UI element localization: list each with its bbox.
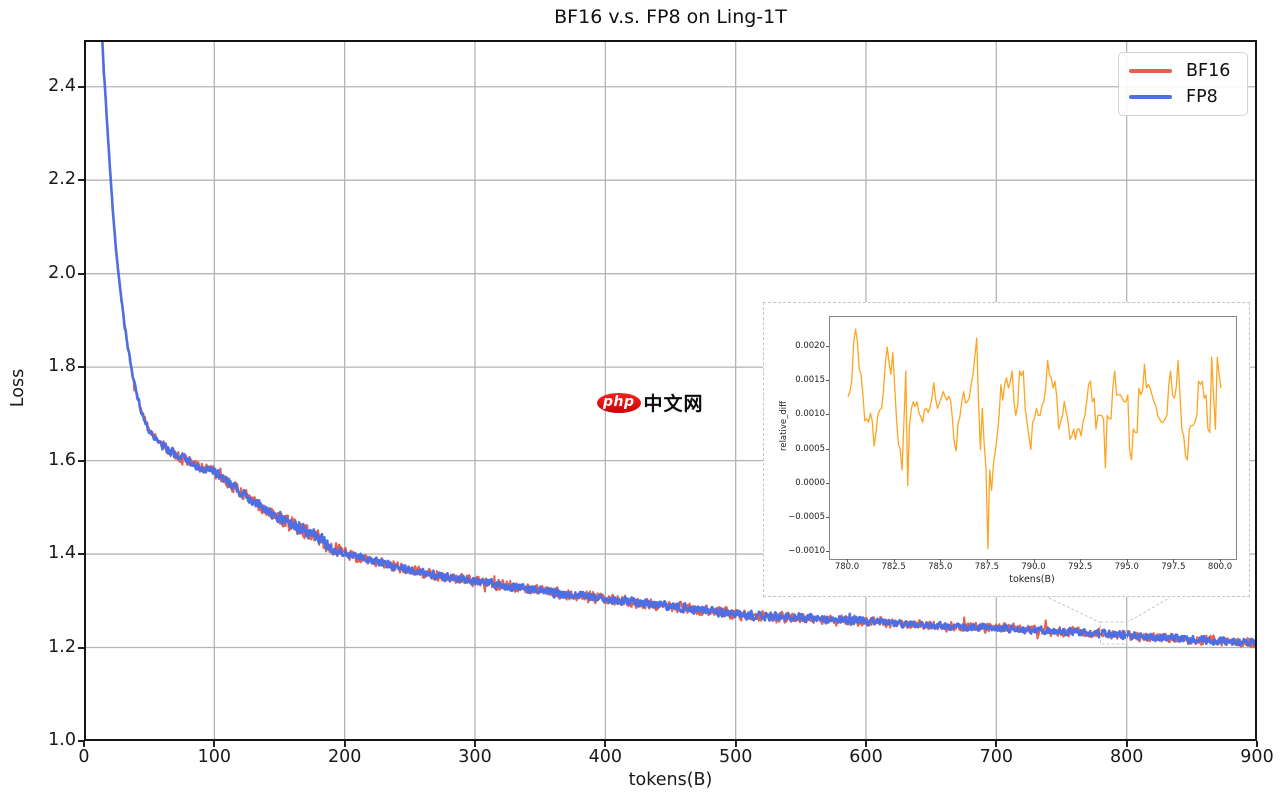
y-tick-mark: [78, 740, 84, 742]
x-tick-label: 600: [849, 747, 883, 767]
x-tick-mark: [995, 741, 998, 747]
inset-x-tick-mark: [986, 559, 988, 562]
inset-x-tick-mark: [1080, 559, 1082, 562]
inset-y-tick-mark: [826, 482, 829, 484]
y-tick-mark: [78, 85, 84, 88]
y-axis-label: Loss: [8, 368, 28, 408]
y-tick-label: 2.0: [48, 262, 76, 283]
y-tick-mark: [78, 646, 84, 649]
watermark-text: 中文网: [643, 393, 704, 415]
x-tick-mark: [83, 741, 85, 747]
inset-x-tick-mark: [847, 559, 848, 562]
inset-y-tick-label: −0.0005: [788, 511, 825, 522]
x-tick-label: 0: [78, 747, 90, 767]
y-tick-label: 1.8: [48, 356, 76, 377]
x-tick-label: 700: [979, 747, 1014, 767]
chart-title: BF16 v.s. FP8 on Ling-1T: [554, 6, 787, 28]
y-tick-label: 1.0: [48, 730, 76, 750]
x-tick-mark: [474, 741, 476, 747]
x-tick-mark: [343, 741, 346, 747]
inset-x-tick-mark: [1220, 559, 1221, 562]
y-tick-label: 1.6: [48, 449, 76, 470]
x-tick-label: 400: [588, 747, 623, 767]
inset-y-tick-label: 0.0020: [795, 341, 825, 352]
x-tick-mark: [1256, 741, 1258, 747]
x-tick-mark: [604, 741, 607, 747]
inset-x-tick-label: 787.5: [974, 562, 1000, 572]
inset-x-tick-mark: [1126, 559, 1128, 562]
inset-x-tick-label: 790.0: [1021, 562, 1046, 572]
x-tick-label: 100: [197, 747, 232, 767]
inset-x-tick-label: 800.0: [1207, 562, 1233, 572]
y-tick-label: 2.2: [48, 169, 76, 190]
inset-x-tick-label: 782.5: [881, 562, 906, 572]
fp8-loss-line: [101, 40, 1257, 647]
inset-plot: [829, 316, 1237, 560]
x-tick-mark: [213, 741, 216, 747]
legend: BF16 FP8: [1118, 52, 1248, 116]
inset-y-tick-mark: [826, 448, 829, 450]
inset-x-tick-label: 797.5: [1161, 562, 1186, 572]
inset-x-tick-mark: [1033, 559, 1035, 562]
y-tick-mark: [78, 553, 84, 556]
inset-y-tick-mark: [826, 414, 829, 416]
relative-diff-line: [847, 328, 1222, 550]
x-tick-mark: [865, 741, 867, 747]
inset-y-tick-label: 0.0010: [795, 409, 825, 420]
inset-y-tick-mark: [826, 516, 829, 518]
y-tick-mark: [78, 179, 84, 182]
fp8-line-swatch: [1129, 95, 1172, 99]
inset-y-tick-label: 0.0000: [795, 477, 825, 488]
inset-y-axis-label: relative_diff: [779, 401, 789, 451]
inset-x-tick-mark: [940, 559, 942, 562]
legend-item-bf16: BF16: [1129, 58, 1237, 84]
x-tick-mark: [734, 741, 737, 747]
y-tick-label: 2.4: [48, 75, 76, 96]
inset-x-tick-mark: [893, 559, 895, 562]
php-logo-badge: php: [597, 392, 641, 413]
loss-curves: [101, 40, 1257, 649]
inset-y-tick-label: −0.0010: [788, 546, 825, 557]
inset-y-tick-mark: [826, 380, 829, 382]
inset-y-tick-label: 0.0005: [795, 443, 825, 454]
y-tick-label: 1.2: [48, 636, 76, 657]
legend-label-fp8: FP8: [1186, 87, 1218, 107]
inset-y-tick-mark: [826, 346, 829, 348]
y-tick-mark: [78, 366, 84, 369]
x-axis-label: tokens(B): [628, 770, 713, 790]
y-tick-label: 1.4: [48, 543, 76, 564]
x-tick-label: 800: [1109, 747, 1144, 767]
x-tick-mark: [1125, 741, 1128, 747]
legend-label-bf16: BF16: [1186, 61, 1231, 81]
inset-x-axis-label: tokens(B): [1009, 574, 1055, 585]
y-tick-mark: [78, 272, 84, 275]
y-tick-mark: [78, 459, 84, 462]
x-tick-label: 200: [327, 747, 362, 767]
x-tick-label: 300: [458, 747, 492, 767]
inset-x-tick-label: 785.0: [928, 562, 953, 572]
inset-x-tick-label: 792.5: [1067, 562, 1093, 572]
inset-y-tick-label: 0.0015: [795, 375, 825, 386]
x-tick-label: 500: [718, 747, 753, 767]
inset-x-tick-label: 780.0: [834, 562, 860, 572]
inset-x-tick-label: 795.0: [1114, 562, 1139, 572]
inset-y-tick-mark: [826, 551, 829, 553]
x-tick-label: 900: [1240, 747, 1274, 767]
legend-item-fp8: FP8: [1129, 84, 1237, 110]
watermark: php 中文网: [597, 390, 704, 415]
inset-x-tick-mark: [1173, 559, 1175, 562]
bf16-line-swatch: [1129, 69, 1172, 73]
